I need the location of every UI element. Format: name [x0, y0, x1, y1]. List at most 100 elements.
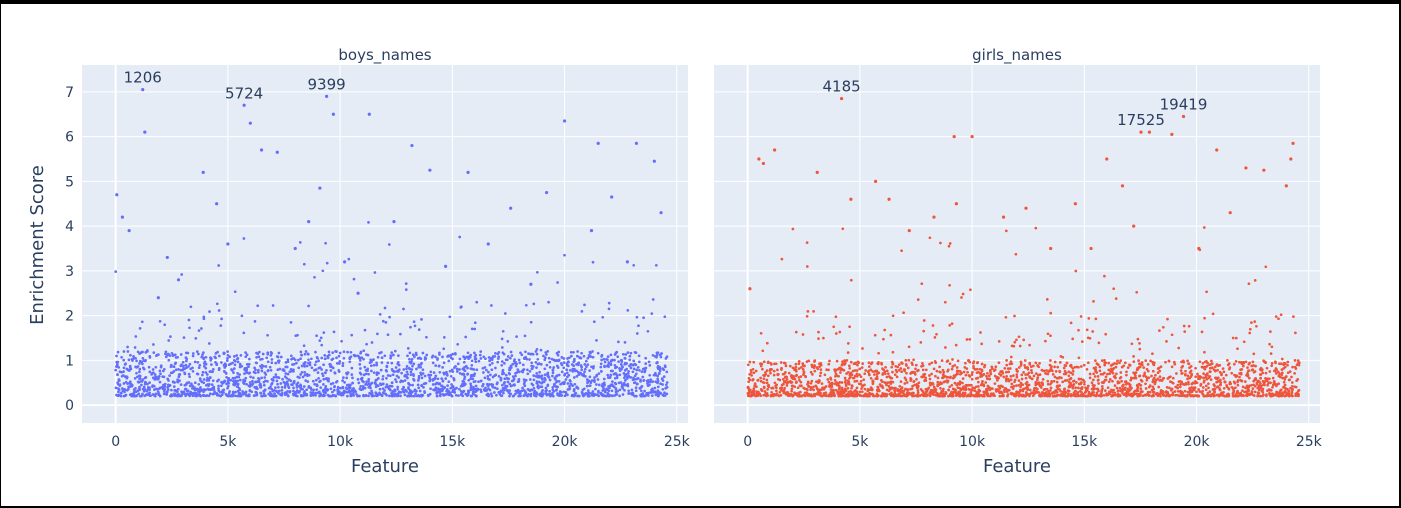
feature-point[interactable]	[873, 373, 876, 376]
feature-point[interactable]	[405, 364, 409, 368]
feature-point[interactable]	[903, 376, 907, 380]
feature-point[interactable]	[122, 366, 126, 370]
feature-point[interactable]	[627, 389, 631, 393]
feature-point[interactable]	[270, 387, 274, 391]
feature-point[interactable]	[1294, 331, 1297, 335]
feature-point[interactable]	[1028, 388, 1032, 392]
feature-point[interactable]	[785, 384, 789, 387]
feature-point[interactable]	[469, 388, 473, 392]
feature-point[interactable]	[994, 365, 998, 369]
feature-point[interactable]	[1189, 375, 1193, 378]
feature-point[interactable]	[623, 356, 627, 360]
feature-point[interactable]	[449, 353, 453, 357]
feature-point[interactable]	[535, 372, 539, 375]
feature-point[interactable]	[852, 390, 856, 393]
feature-point[interactable]	[1200, 330, 1204, 334]
feature-point[interactable]	[1198, 360, 1202, 364]
feature-point[interactable]	[397, 390, 401, 394]
feature-point[interactable]	[490, 384, 494, 388]
feature-point[interactable]	[337, 369, 341, 372]
feature-point[interactable]	[215, 302, 219, 306]
feature-point[interactable]	[1236, 383, 1240, 387]
feature-point[interactable]	[777, 394, 781, 398]
feature-point[interactable]	[939, 387, 942, 390]
feature-point[interactable]	[861, 347, 864, 350]
feature-point[interactable]	[1024, 382, 1028, 385]
feature-point[interactable]	[504, 386, 508, 390]
feature-point[interactable]	[370, 389, 373, 393]
feature-point[interactable]	[1131, 394, 1135, 397]
feature-point[interactable]	[470, 363, 474, 367]
feature-point[interactable]	[947, 244, 951, 248]
feature-point[interactable]	[1071, 384, 1075, 388]
feature-point[interactable]	[311, 379, 315, 383]
feature-point[interactable]	[1232, 362, 1236, 366]
feature-point[interactable]	[1074, 386, 1078, 390]
feature-point[interactable]	[141, 356, 145, 360]
feature-point[interactable]	[383, 306, 387, 310]
feature-point[interactable]	[596, 378, 600, 381]
feature-point[interactable]	[1216, 368, 1219, 372]
feature-point[interactable]	[346, 350, 349, 354]
feature-point[interactable]	[1092, 300, 1095, 303]
feature-point[interactable]	[199, 379, 202, 382]
feature-point[interactable]	[750, 374, 753, 377]
feature-point[interactable]	[661, 383, 664, 386]
feature-point[interactable]	[818, 362, 821, 366]
feature-point[interactable]	[251, 376, 255, 380]
feature-point[interactable]	[185, 359, 188, 363]
feature-point[interactable]	[904, 378, 908, 382]
feature-point[interactable]	[550, 357, 554, 361]
feature-point[interactable]	[1017, 379, 1021, 382]
feature-point[interactable]	[508, 392, 512, 396]
feature-point[interactable]	[1100, 359, 1104, 362]
feature-point[interactable]	[837, 374, 840, 378]
feature-point[interactable]	[226, 394, 230, 398]
feature-point[interactable]	[194, 337, 198, 340]
feature-point[interactable]	[1068, 384, 1071, 388]
feature-point[interactable]	[1087, 317, 1091, 320]
feature-point-high[interactable]	[307, 220, 311, 224]
feature-point[interactable]	[445, 388, 449, 391]
feature-point[interactable]	[409, 391, 413, 395]
feature-point[interactable]	[1177, 380, 1181, 383]
feature-point[interactable]	[977, 385, 980, 388]
feature-point[interactable]	[857, 361, 861, 365]
feature-point[interactable]	[790, 387, 794, 391]
feature-point[interactable]	[597, 383, 601, 387]
feature-point[interactable]	[1289, 386, 1292, 390]
feature-point[interactable]	[380, 356, 384, 360]
feature-point[interactable]	[791, 394, 795, 398]
feature-point[interactable]	[641, 375, 645, 379]
feature-point[interactable]	[1176, 393, 1179, 397]
feature-point[interactable]	[380, 361, 384, 364]
feature-point[interactable]	[882, 337, 885, 341]
feature-point[interactable]	[825, 368, 828, 372]
feature-point[interactable]	[948, 324, 952, 327]
feature-point[interactable]	[1018, 344, 1022, 348]
feature-point[interactable]	[552, 383, 556, 386]
feature-point[interactable]	[1010, 382, 1014, 386]
feature-point[interactable]	[1293, 359, 1297, 362]
feature-point[interactable]	[460, 383, 464, 386]
feature-point[interactable]	[928, 377, 932, 381]
feature-point[interactable]	[925, 389, 929, 393]
feature-point[interactable]	[817, 337, 820, 340]
feature-point[interactable]	[1198, 377, 1201, 381]
feature-point[interactable]	[1110, 390, 1114, 394]
feature-point[interactable]	[1222, 386, 1226, 390]
feature-point[interactable]	[277, 359, 281, 363]
feature-point[interactable]	[1019, 364, 1023, 367]
feature-point[interactable]	[1274, 315, 1278, 318]
feature-point[interactable]	[581, 373, 584, 377]
feature-point[interactable]	[998, 394, 1002, 398]
feature-point[interactable]	[340, 339, 343, 343]
feature-point[interactable]	[830, 388, 834, 392]
feature-point[interactable]	[911, 394, 914, 397]
feature-point[interactable]	[865, 394, 868, 398]
feature-point[interactable]	[1173, 390, 1177, 393]
feature-point[interactable]	[642, 316, 645, 320]
feature-point[interactable]	[309, 394, 313, 397]
feature-point[interactable]	[229, 362, 233, 366]
feature-point[interactable]	[404, 282, 408, 285]
